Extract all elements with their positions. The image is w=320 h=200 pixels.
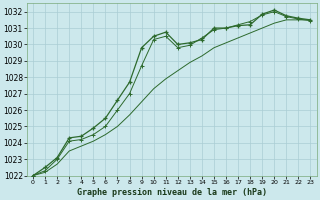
X-axis label: Graphe pression niveau de la mer (hPa): Graphe pression niveau de la mer (hPa) xyxy=(77,188,267,197)
